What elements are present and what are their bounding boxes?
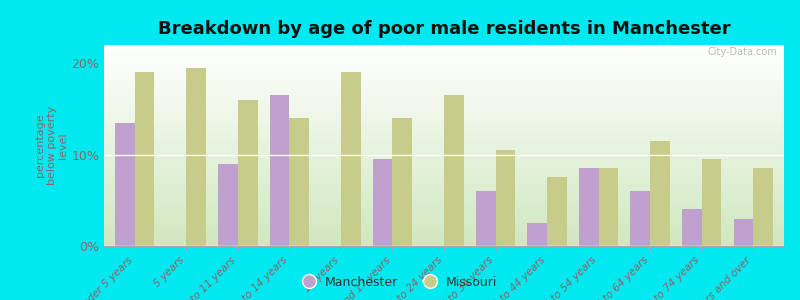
Bar: [753, 168, 773, 246]
Bar: [341, 72, 361, 246]
Bar: [702, 159, 721, 246]
Bar: [527, 223, 547, 246]
Bar: [734, 219, 753, 246]
Bar: [547, 178, 566, 246]
Bar: [476, 191, 495, 246]
Bar: [579, 168, 598, 246]
Legend: Manchester, Missouri: Manchester, Missouri: [298, 271, 502, 294]
Bar: [238, 100, 258, 246]
Bar: [495, 150, 515, 246]
Bar: [135, 72, 154, 246]
Bar: [290, 118, 309, 246]
Bar: [186, 68, 206, 246]
Bar: [393, 118, 412, 246]
Bar: [630, 191, 650, 246]
Bar: [650, 141, 670, 246]
Bar: [598, 168, 618, 246]
Bar: [218, 164, 238, 246]
Bar: [373, 159, 393, 246]
Y-axis label: percentage
below poverty
level: percentage below poverty level: [35, 106, 69, 185]
Title: Breakdown by age of poor male residents in Manchester: Breakdown by age of poor male residents …: [158, 20, 730, 38]
Bar: [115, 123, 135, 246]
Bar: [682, 209, 702, 246]
Bar: [444, 95, 463, 246]
Bar: [270, 95, 290, 246]
Text: City-Data.com: City-Data.com: [707, 47, 778, 57]
